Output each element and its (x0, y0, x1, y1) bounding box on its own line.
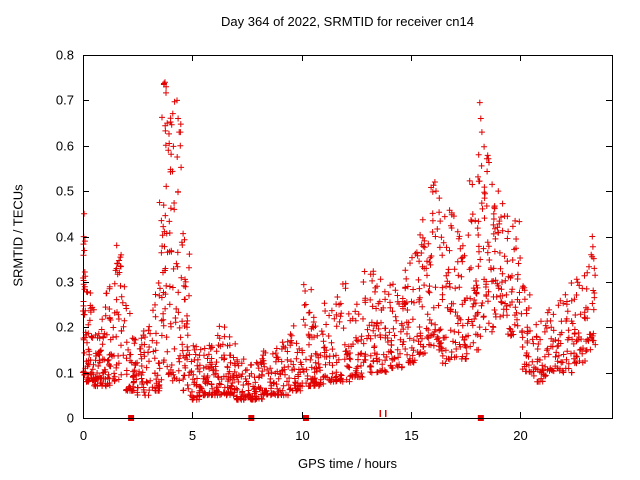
x-tick-label: 5 (189, 428, 196, 443)
x-axis-label: GPS time / hours (298, 456, 397, 471)
scatter-points (80, 79, 599, 403)
x-tick-label: 15 (404, 428, 418, 443)
y-tick-label: 0.2 (56, 320, 74, 335)
x-tick-label: 0 (80, 428, 87, 443)
y-tick-label: 0.3 (56, 275, 74, 290)
y-tick-label: 0.1 (56, 366, 74, 381)
y-tick-label: 0.7 (56, 93, 74, 108)
y-tick-label: 0.6 (56, 139, 74, 154)
y-tick-label: 0.8 (56, 48, 74, 63)
chart-title: Day 364 of 2022, SRMTID for receiver cn1… (221, 14, 474, 29)
y-tick-label: 0.5 (56, 184, 74, 199)
y-tick-label: 0 (67, 411, 74, 426)
x-tick-label: 20 (513, 428, 527, 443)
y-tick-label: 0.4 (56, 230, 74, 245)
x-tick-label: 10 (295, 428, 309, 443)
